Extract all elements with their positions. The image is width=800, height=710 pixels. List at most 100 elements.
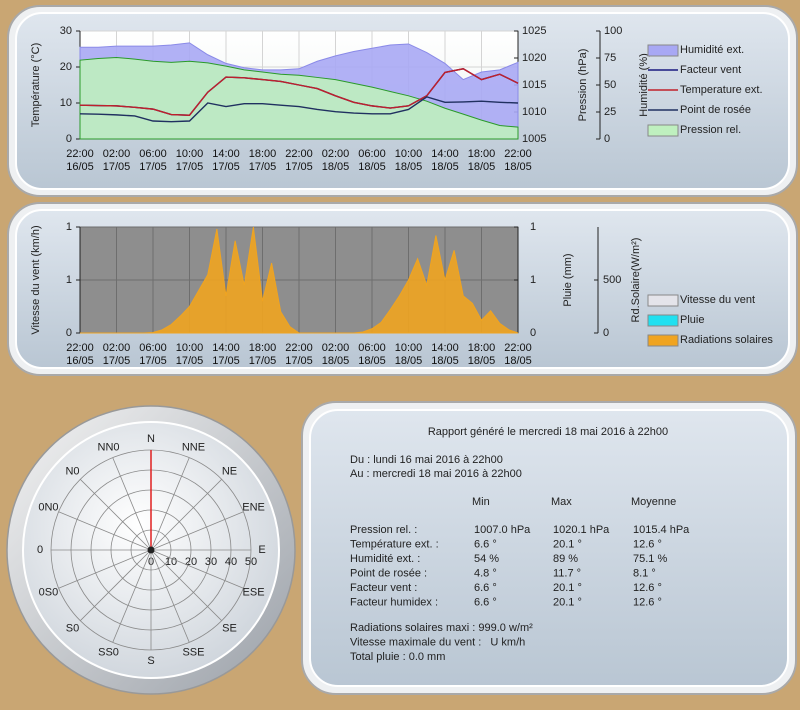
line — [79, 68, 519, 116]
legend-label: Radiations solaires — [680, 334, 773, 346]
y3-axis-title: Rd.Solaire(W/m²) — [630, 238, 642, 323]
report-footer: Vitesse maximale du vent : U km/h — [350, 636, 525, 648]
y3-axis-title: Humidité (%) — [638, 53, 650, 117]
direction-label: SS0 — [98, 646, 119, 658]
legend-label: Temperature ext. — [680, 84, 763, 96]
column-header: Min — [472, 496, 490, 508]
y3-tick-label: 0 — [603, 327, 609, 339]
legend-label: Point de rosée — [680, 104, 751, 116]
report: Rapport généré le mercredi 18 mai 2016 à… — [350, 426, 690, 663]
direction-label: S — [147, 655, 154, 667]
report-footer: Total pluie : 0.0 mm — [350, 651, 445, 663]
y2-tick-label: 1010 — [522, 106, 546, 118]
report-label: Température ext. : — [350, 538, 439, 550]
spoke — [80, 479, 152, 551]
y3-tick-label: 25 — [604, 106, 616, 118]
report-value: 12.6 ° — [633, 582, 662, 594]
y2-axis-title: Pluie (mm) — [562, 253, 574, 306]
y-tick-label: 1 — [66, 274, 72, 286]
y-tick-label: 0 — [66, 327, 72, 339]
r-tick-label: 50 — [245, 556, 257, 568]
report-from: Du : lundi 16 mai 2016 à 22h00 — [350, 454, 503, 466]
y2-tick-label: 1 — [530, 274, 536, 286]
y2-tick-label: 1025 — [522, 25, 546, 37]
report-value: 12.6 ° — [633, 538, 662, 550]
legend-label: Facteur vent — [680, 64, 741, 76]
direction-label: SSE — [182, 646, 204, 658]
legend: Vitesse du vent Pluie Radiations solaires — [647, 294, 773, 347]
r-tick-label: 10 — [165, 556, 177, 568]
spoke — [112, 457, 152, 551]
x-tick-label: 18:00 17/05 — [248, 342, 277, 367]
direction-label: NN0 — [98, 441, 120, 453]
report-to: Au : mercredi 18 mai 2016 à 22h00 — [350, 468, 522, 480]
area — [80, 227, 519, 334]
spoke — [150, 549, 222, 621]
report-label: Facteur humidex : — [350, 596, 438, 608]
y-axis-title: Vitesse du vent (km/h) — [30, 225, 42, 334]
report-value: 6.6 ° — [474, 538, 497, 550]
y2-tick-label: 0 — [530, 327, 536, 339]
x-tick-label: 14:00 18/05 — [431, 342, 459, 367]
x-tick-label: 14:00 17/05 — [212, 342, 240, 367]
report-label: Facteur vent : — [350, 582, 417, 594]
x-tick-label: 18:00 17/05 — [248, 148, 277, 173]
column-header: Max — [551, 496, 572, 508]
y2-tick-label: 1015 — [522, 79, 546, 91]
y-tick-label: 1 — [66, 221, 72, 233]
wind-rose: 01020304050NNNENEENEEESESESSESSS0S00S000… — [37, 433, 266, 667]
legend-swatch — [647, 44, 679, 57]
report-value: 4.8 ° — [474, 567, 497, 579]
x-tick-label: 02:00 17/05 — [102, 148, 131, 173]
report-value: 1007.0 hPa — [474, 524, 531, 536]
report-value: 11.7 ° — [553, 567, 581, 579]
x-tick-label: 10:00 18/05 — [394, 148, 423, 173]
x-tick-label: 10:00 18/05 — [394, 342, 423, 367]
y2-tick-label: 1020 — [522, 52, 546, 64]
report-value: 89 % — [553, 553, 578, 565]
x-tick-label: 18:00 18/05 — [467, 342, 496, 367]
x-tick-label: 14:00 18/05 — [431, 148, 459, 173]
panel — [309, 409, 789, 687]
spoke — [150, 549, 244, 589]
direction-label: NE — [222, 465, 237, 477]
spoke — [150, 549, 190, 643]
x-tick-label: 10:00 17/05 — [175, 148, 204, 173]
legend-label: Humidité ext. — [680, 44, 744, 56]
spoke — [112, 549, 152, 643]
direction-label: 0N0 — [38, 501, 58, 513]
report-value: 20.1 ° — [553, 582, 582, 594]
y-axis-title: Température (°C) — [30, 43, 42, 127]
x-tick-label: 06:00 18/05 — [358, 342, 386, 367]
spoke — [150, 479, 222, 551]
legend-label: Pression rel. — [680, 124, 741, 136]
x-tick-label: 02:00 18/05 — [321, 148, 350, 173]
report-label: Pression rel. : — [350, 524, 417, 536]
x-tick-label: 14:00 17/05 — [212, 148, 240, 173]
direction-label: ESE — [243, 586, 265, 598]
report-label: Humidité ext. : — [350, 553, 420, 565]
direction-label: N0 — [65, 465, 79, 477]
spoke — [58, 549, 152, 589]
direction-label: 0S0 — [39, 586, 59, 598]
spoke — [80, 549, 152, 621]
legend-label: Vitesse du vent — [680, 294, 755, 306]
report-value: 54 % — [474, 553, 499, 565]
y2-tick-label: 1005 — [522, 133, 546, 145]
x-tick-label: 06:00 18/05 — [358, 148, 386, 173]
report-value: 1015.4 hPa — [633, 524, 690, 536]
x-tick-label: 22:00 17/05 — [285, 342, 313, 367]
spoke — [150, 457, 190, 551]
direction-label: SE — [222, 622, 237, 634]
legend: Humidité ext. Facteur vent Temperature ext… — [647, 44, 763, 137]
x-tick-label: 22:00 16/05 — [66, 342, 94, 367]
y3-tick-label: 0 — [604, 133, 610, 145]
y2-tick-label: 1 — [530, 221, 536, 233]
y3-tick-label: 50 — [604, 79, 616, 91]
y3-tick-label: 500 — [603, 274, 621, 286]
report-value: 20.1 ° — [553, 538, 582, 550]
x-tick-label: 22:00 16/05 — [66, 148, 94, 173]
direction-label: E — [258, 544, 265, 556]
